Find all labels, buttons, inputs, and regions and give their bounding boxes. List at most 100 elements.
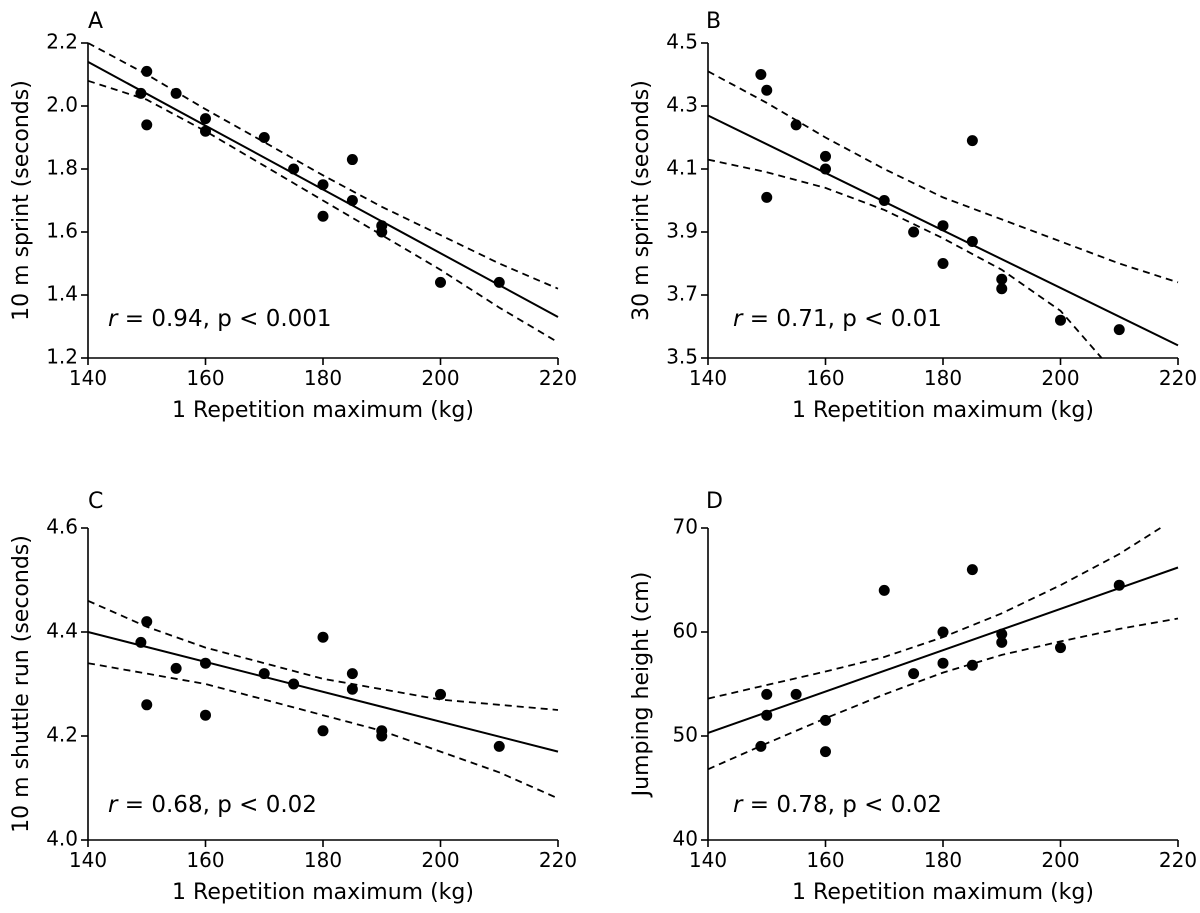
panel-d-x-tick-label: 220 — [1159, 848, 1197, 872]
panel-c-x-tick-label: 180 — [304, 848, 342, 872]
panel-a-data-point — [200, 113, 211, 125]
panel-d-y-tick-label: 50 — [673, 723, 698, 747]
panel-a-x-tick-label: 180 — [304, 366, 342, 390]
panel-a-data-point — [170, 87, 182, 99]
panel-c-x-tick-label: 220 — [539, 848, 577, 872]
panel-b-ci-lower-line — [707, 158, 1103, 359]
panel-a-data-point — [493, 276, 505, 288]
panel-c-letter: C — [88, 489, 103, 514]
panel-b-data-point — [820, 150, 831, 162]
panel-d-x-tick-label: 140 — [689, 848, 727, 872]
panel-b-data-point — [878, 195, 890, 206]
panel-c-x-tick-label: 200 — [421, 848, 459, 872]
panel-c-x-axis-title: 1 Repetition maximum (kg) — [172, 880, 474, 905]
panel-b-data-point — [790, 119, 802, 131]
panel-d-data-point — [996, 628, 1008, 640]
panel-a: A 140 160 180 200 220 1.2 1.4 1.6 1.8 2.0 2.2 1 Repe… — [9, 9, 577, 423]
panel-a-x-tick-label: 140 — [69, 366, 107, 390]
panel-a-y-tick-label: 1.2 — [46, 345, 78, 369]
panel-c: C 140 160 180 200 220 4.0 4.2 4.4 4.6 1 Repetition… — [9, 489, 577, 905]
panel-c-regression-line — [87, 631, 559, 753]
panel-b-x-axis-title: 1 Repetition maximum (kg) — [792, 398, 1094, 423]
panel-c-data-point — [141, 616, 153, 628]
panel-c-data-point — [258, 668, 270, 680]
panel-d-letter: D — [706, 489, 723, 514]
panel-d-ci-upper-line — [707, 527, 1161, 700]
panel-b-ci-upper-line — [707, 70, 1179, 284]
panel-c-data-point — [200, 657, 211, 669]
panel-d-data-point — [1113, 579, 1125, 591]
panel-b-stat-annotation: r = 0.71, p < 0.01 — [733, 306, 942, 332]
panel-d-data-point — [820, 714, 831, 726]
panel-a-data-point — [346, 195, 358, 206]
panel-b-data-point — [966, 135, 978, 147]
panel-c-data-point — [170, 662, 182, 674]
panel-a-x-tick-label: 160 — [186, 366, 224, 390]
panel-d-regression-line — [707, 566, 1179, 734]
panel-c-stat-value: = 0.68, p < 0.02 — [117, 792, 316, 818]
panel-a-data-point — [317, 210, 329, 222]
panel-a-data-point — [141, 119, 153, 131]
panel-c-data-point — [135, 636, 147, 648]
panel-d-y-axis-title: Jumping height (cm) — [629, 572, 654, 799]
panel-b-y-tick-label: 4.1 — [666, 156, 698, 180]
panel-b-data-point — [761, 191, 773, 203]
panel-a-x-tick-label: 200 — [421, 366, 459, 390]
panel-d-data-point — [790, 688, 802, 700]
panel-a-data-point — [435, 276, 446, 288]
panel-a-data-point — [200, 125, 211, 137]
panel-a-y-tick-label: 1.8 — [46, 156, 78, 180]
panel-b-y-tick-label: 4.3 — [666, 93, 698, 117]
panel-a-y-tick-label: 2.0 — [46, 93, 78, 117]
panel-a-ci-lower-line — [87, 79, 559, 344]
panel-c-x-tick-label: 140 — [69, 848, 107, 872]
panel-a-x-tick-label: 220 — [539, 366, 577, 390]
panel-c-data-point — [346, 683, 358, 695]
panel-d-stat-r-symbol: r — [733, 792, 744, 818]
panel-a-stat-annotation: r = 0.94, p < 0.001 — [108, 306, 332, 332]
panel-b-x-tick-label: 220 — [1159, 366, 1197, 390]
panel-d-data-point — [937, 657, 949, 669]
panel-a-data-point — [258, 132, 270, 143]
panel-b: B 140 160 180 200 220 3.5 3.7 3.9 4.1 4.3 4.5 1 Repe… — [629, 9, 1197, 423]
panel-d-data-point — [755, 740, 767, 752]
panel-b-data-point — [937, 258, 949, 269]
panel-a-stat-r-symbol: r — [108, 306, 119, 332]
panel-d-data-point — [996, 636, 1008, 648]
panel-b-data-point — [1055, 314, 1066, 326]
panel-c-stat-annotation: r = 0.68, p < 0.02 — [108, 792, 317, 818]
panel-c-y-tick-label: 4.2 — [46, 723, 78, 747]
panel-b-x-tick-label: 140 — [689, 366, 727, 390]
panel-d-data-point — [1055, 642, 1066, 654]
panel-d-x-axis-title: 1 Repetition maximum (kg) — [792, 880, 1094, 905]
panel-b-data-point — [761, 84, 773, 96]
panel-b-y-axis-title: 30 m sprint (seconds) — [629, 80, 654, 321]
panel-c-y-axis-title: 10 m shuttle run (seconds) — [9, 535, 34, 833]
panel-b-data-point — [937, 220, 949, 232]
panel-d-data-point — [878, 584, 890, 596]
panel-c-y-tick-label: 4.6 — [46, 515, 78, 539]
panel-d-data-point — [966, 659, 978, 671]
panel-b-y-tick-label: 3.7 — [666, 282, 698, 306]
panel-b-y-tick-label: 4.5 — [666, 30, 698, 54]
panel-b-data-point — [820, 163, 831, 175]
panel-b-x-tick-label: 200 — [1041, 366, 1079, 390]
panel-a-stat-value: = 0.94, p < 0.001 — [117, 306, 331, 332]
panel-d-data-point — [966, 564, 978, 576]
panel-b-x-tick-label: 160 — [806, 366, 844, 390]
panel-c-x-tick-label: 160 — [186, 848, 224, 872]
panel-b-data-point — [996, 273, 1008, 285]
panel-a-y-tick-label: 1.4 — [46, 282, 78, 306]
panel-b-y-tick-label: 3.5 — [666, 345, 698, 369]
panel-d-ci-lower-line — [707, 617, 1179, 771]
panel-d-x-tick-label: 200 — [1041, 848, 1079, 872]
panel-b-data-point — [996, 283, 1008, 295]
panel-d-data-point — [820, 746, 831, 758]
panel-c-data-point — [317, 725, 329, 737]
panel-d-data-point — [937, 626, 949, 638]
panel-b-data-point — [1113, 324, 1125, 336]
panel-d: D 140 160 180 200 220 40 50 60 70 1 Repetition max… — [629, 489, 1197, 905]
panel-b-y-tick-label: 3.9 — [666, 219, 698, 243]
panel-c-data-point — [435, 688, 446, 700]
panel-c-ci-upper-line — [87, 599, 559, 711]
